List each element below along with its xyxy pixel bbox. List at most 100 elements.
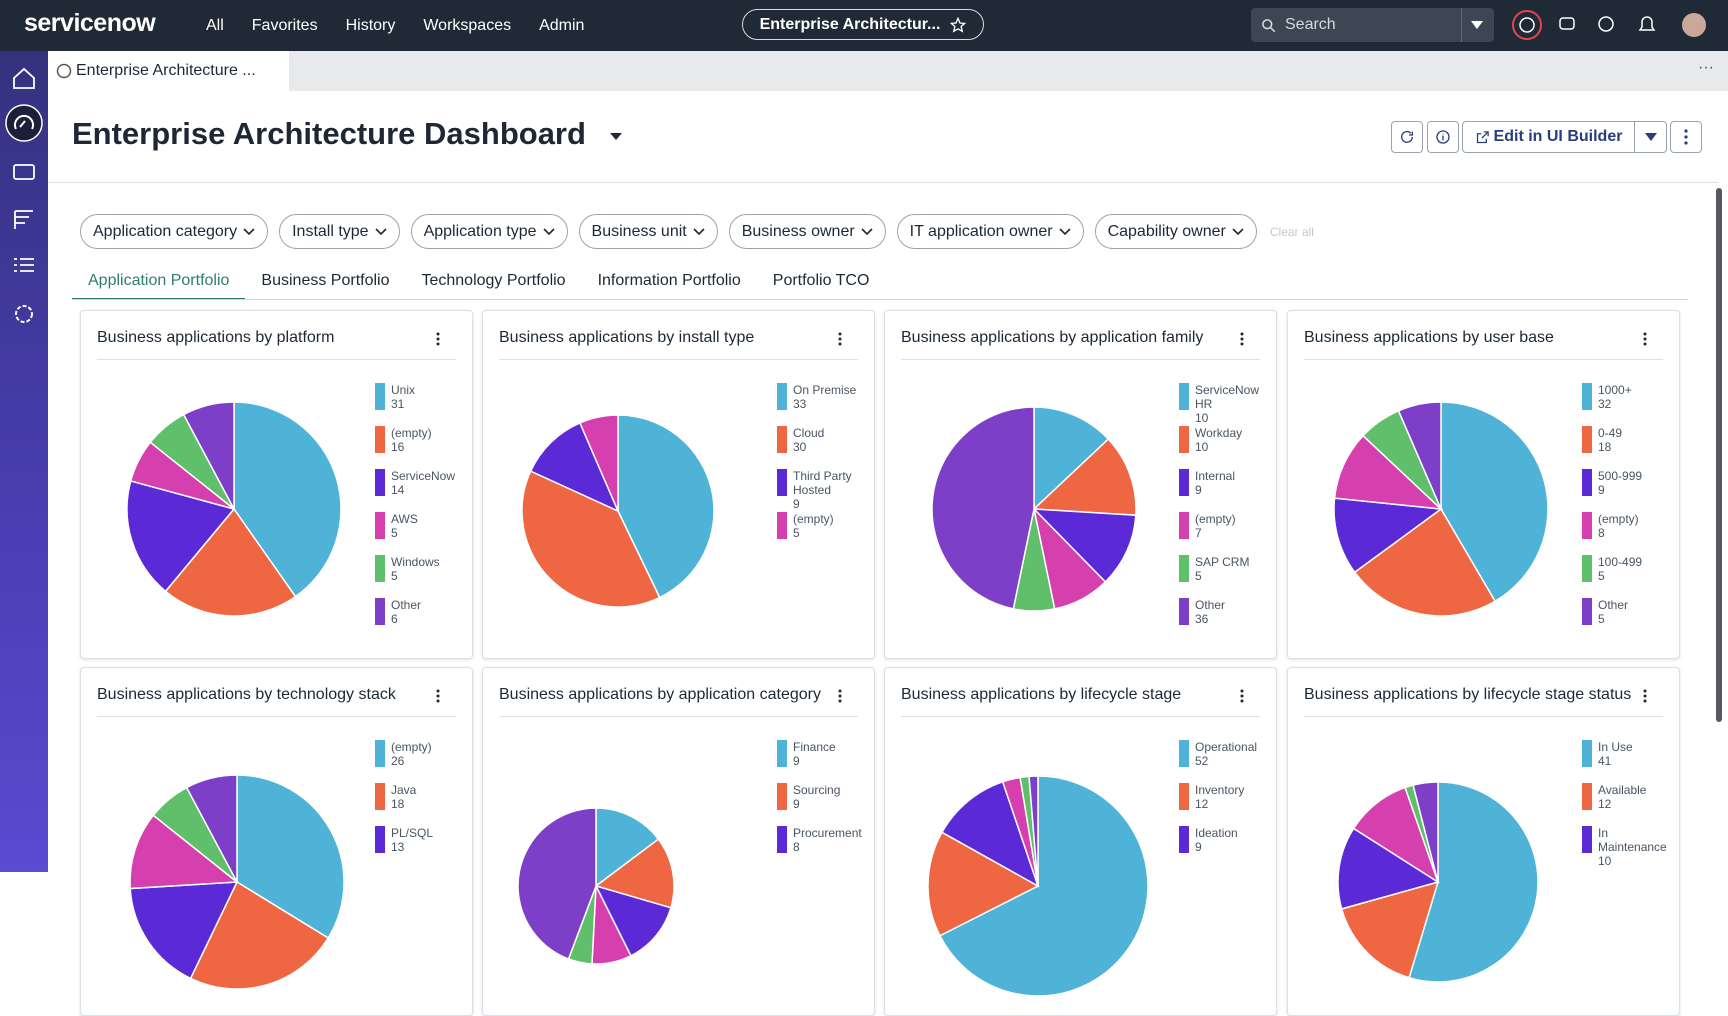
legend-item[interactable]: Sourcing 9 bbox=[777, 783, 862, 826]
legend-item[interactable]: Internal 9 bbox=[1179, 469, 1276, 512]
chat-icon[interactable] bbox=[1559, 17, 1575, 30]
pie-slice[interactable] bbox=[1033, 406, 1110, 511]
legend-item[interactable]: SAP CRM 5 bbox=[1179, 555, 1276, 598]
legend-item[interactable]: (empty) 8 bbox=[1582, 512, 1642, 555]
legend-item[interactable]: Windows 5 bbox=[375, 555, 455, 598]
filter-pill[interactable]: Business unit bbox=[578, 214, 718, 249]
pie-slice[interactable] bbox=[164, 507, 297, 617]
pie-slice[interactable] bbox=[1397, 401, 1442, 510]
legend-item[interactable]: ServiceNow HR 10 bbox=[1179, 383, 1276, 426]
browser-tab[interactable]: Enterprise Architecture ... bbox=[48, 51, 289, 91]
widget-menu[interactable] bbox=[1643, 689, 1647, 703]
legend-item[interactable]: (empty) 16 bbox=[375, 426, 455, 469]
legend-item[interactable]: 500-999 9 bbox=[1582, 469, 1642, 512]
title-caret[interactable] bbox=[609, 131, 623, 141]
legend-item[interactable]: 1000+ 32 bbox=[1582, 383, 1642, 426]
filter-pill[interactable]: Capability owner bbox=[1094, 214, 1257, 249]
pie-slice[interactable] bbox=[617, 414, 715, 599]
widget-menu[interactable] bbox=[436, 689, 440, 703]
star-icon[interactable] bbox=[950, 16, 967, 33]
pie-slice[interactable] bbox=[1032, 438, 1137, 517]
pie-slice[interactable] bbox=[1440, 401, 1549, 603]
briefcase-icon[interactable] bbox=[13, 164, 35, 180]
filter-pill[interactable]: IT application owner bbox=[896, 214, 1084, 249]
help-icon[interactable] bbox=[1598, 16, 1614, 32]
filter-pill[interactable]: Business owner bbox=[728, 214, 886, 249]
pie-slice[interactable] bbox=[233, 401, 342, 598]
legend-item[interactable]: Java 18 bbox=[375, 783, 433, 826]
legend-item[interactable]: Operational 52 bbox=[1179, 740, 1257, 783]
legend-item[interactable]: 0-49 18 bbox=[1582, 426, 1642, 469]
legend-item[interactable]: Other 36 bbox=[1179, 598, 1276, 641]
filter-pill[interactable]: Application category bbox=[80, 214, 269, 249]
portfolio-tab[interactable]: Application Portfolio bbox=[72, 272, 246, 300]
widget-menu[interactable] bbox=[1643, 332, 1647, 346]
clear-all[interactable]: Clear all bbox=[1269, 224, 1314, 239]
menu-item[interactable]: Workspaces bbox=[423, 16, 512, 34]
pie-slice[interactable] bbox=[1352, 786, 1440, 884]
avatar[interactable] bbox=[1682, 13, 1706, 37]
legend-item[interactable]: Inventory 12 bbox=[1179, 783, 1257, 826]
pie-slice[interactable] bbox=[521, 470, 661, 608]
legend-item[interactable]: Workday 10 bbox=[1179, 426, 1276, 469]
legend-item[interactable]: Other 6 bbox=[375, 598, 455, 641]
pie-slice[interactable] bbox=[182, 401, 235, 510]
menu-item[interactable]: Admin bbox=[539, 16, 585, 34]
pie-slice[interactable] bbox=[1353, 507, 1497, 617]
edit-ui-builder-button[interactable]: Edit in UI Builder bbox=[1462, 121, 1635, 153]
brand-logo[interactable]: servicenow bbox=[24, 9, 156, 37]
legend-item[interactable]: On Premise 33 bbox=[777, 383, 874, 426]
legend-item[interactable]: AWS 5 bbox=[375, 512, 455, 555]
pie-slice[interactable] bbox=[185, 774, 238, 883]
legend-item[interactable]: Procurement 8 bbox=[777, 826, 862, 869]
legend-item[interactable]: Cloud 30 bbox=[777, 426, 874, 469]
widget-menu[interactable] bbox=[436, 332, 440, 346]
portfolio-tab[interactable]: Business Portfolio bbox=[261, 272, 390, 289]
legend-item[interactable]: ServiceNow 14 bbox=[375, 469, 455, 512]
portfolio-tab[interactable]: Portfolio TCO bbox=[772, 272, 870, 289]
portfolio-tab[interactable]: Technology Portfolio bbox=[421, 272, 566, 289]
legend-item[interactable]: Finance 9 bbox=[777, 740, 862, 783]
widget-menu[interactable] bbox=[1240, 332, 1244, 346]
pie-slice[interactable] bbox=[1028, 775, 1039, 887]
tab-overflow[interactable]: ··· bbox=[1698, 59, 1714, 76]
pie-slice[interactable] bbox=[578, 414, 619, 512]
legend-item[interactable]: (empty) 5 bbox=[777, 512, 874, 555]
menu-item[interactable]: Favorites bbox=[251, 16, 318, 34]
refresh-button[interactable] bbox=[1391, 121, 1423, 153]
more-button[interactable] bbox=[1670, 121, 1702, 153]
home-icon[interactable] bbox=[13, 67, 35, 89]
legend-item[interactable]: 100-499 5 bbox=[1582, 555, 1642, 598]
pie-slice[interactable] bbox=[595, 807, 660, 888]
legend-item[interactable]: (empty) 7 bbox=[1179, 512, 1276, 555]
scrollbar[interactable] bbox=[1716, 188, 1722, 722]
legend-item[interactable]: Ideation 9 bbox=[1179, 826, 1257, 869]
pie-slice[interactable] bbox=[1032, 508, 1137, 583]
legend-item[interactable]: (empty) 26 bbox=[375, 740, 433, 783]
pie-slice[interactable] bbox=[126, 480, 236, 593]
reports-icon[interactable] bbox=[14, 210, 33, 229]
info-button[interactable] bbox=[1427, 121, 1459, 153]
pie-slice[interactable] bbox=[940, 780, 1040, 888]
legend-item[interactable]: Other 5 bbox=[1582, 598, 1642, 641]
filter-pill[interactable]: Application type bbox=[410, 214, 568, 249]
legend-item[interactable]: In Use 41 bbox=[1582, 740, 1679, 783]
pie-slice[interactable] bbox=[1333, 497, 1444, 574]
widget-menu[interactable] bbox=[1240, 689, 1244, 703]
widget-menu[interactable] bbox=[838, 689, 842, 703]
search-caret[interactable] bbox=[1471, 21, 1483, 29]
legend-item[interactable]: PL/SQL 13 bbox=[375, 826, 433, 869]
bell-icon[interactable] bbox=[1638, 16, 1656, 31]
search-box[interactable]: Search bbox=[1251, 8, 1494, 42]
legend-item[interactable]: In Maintenance 10 bbox=[1582, 826, 1679, 869]
settings-icon[interactable] bbox=[15, 305, 33, 323]
menu-item[interactable]: All bbox=[206, 16, 224, 34]
list-icon[interactable] bbox=[14, 258, 34, 272]
widget-menu[interactable] bbox=[838, 332, 842, 346]
portfolio-tab[interactable]: Information Portfolio bbox=[597, 272, 741, 289]
pie-slice[interactable] bbox=[529, 421, 620, 513]
legend-item[interactable]: Available 12 bbox=[1582, 783, 1679, 826]
pie-slice[interactable] bbox=[931, 406, 1035, 610]
globe-ring[interactable] bbox=[1512, 10, 1542, 40]
pie-slice[interactable] bbox=[1412, 781, 1439, 883]
